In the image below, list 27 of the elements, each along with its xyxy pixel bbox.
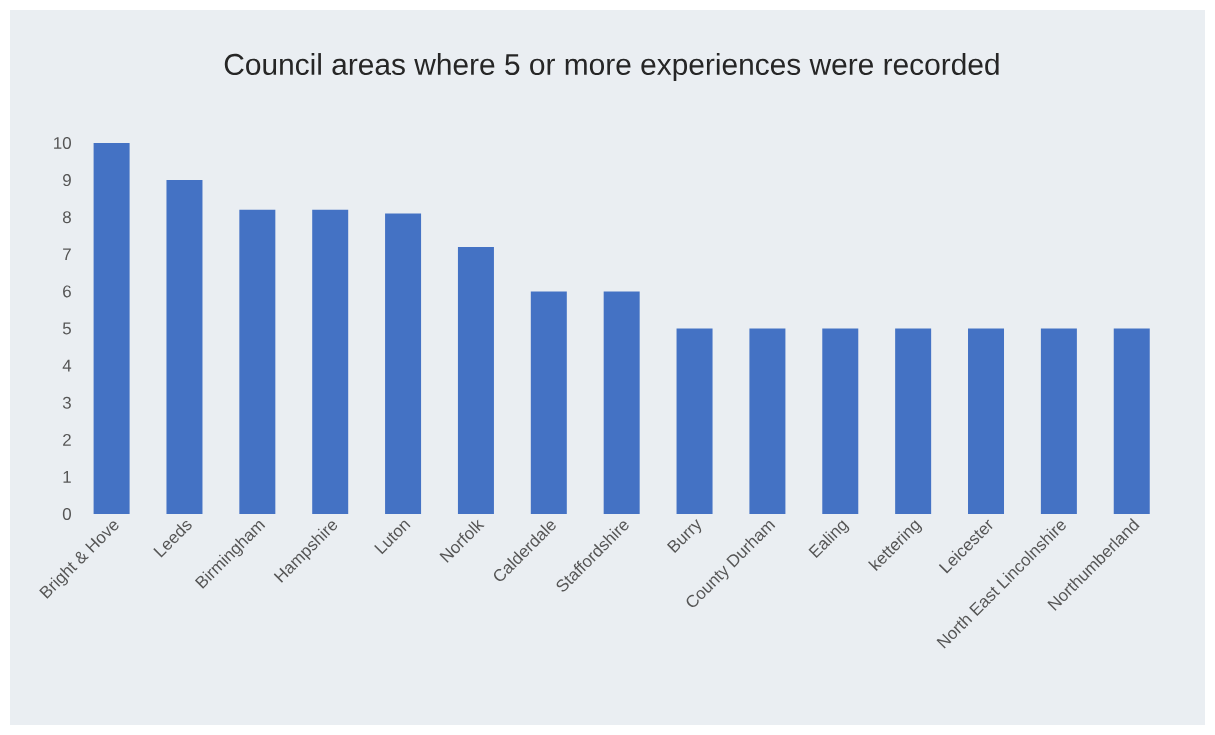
bar (603, 291, 640, 514)
y-tick-label: 10 (54, 137, 71, 149)
y-tick-label: 3 (62, 396, 71, 409)
bar (676, 328, 713, 514)
bar (457, 246, 494, 514)
bar (385, 213, 422, 514)
bar (822, 328, 859, 514)
bar (749, 328, 786, 514)
bar (166, 180, 203, 514)
bar (968, 328, 1005, 514)
bar (530, 291, 567, 514)
y-tick-label: 9 (63, 174, 71, 187)
chart-title: Council areas where 5 or more experiences were recorded (224, 53, 999, 81)
bar (1040, 328, 1077, 514)
y-tick-label: 1 (63, 471, 71, 483)
bar (93, 143, 130, 514)
y-tick-label: 7 (63, 248, 71, 261)
y-tick-label: 6 (63, 285, 71, 298)
y-tick-label: 8 (62, 211, 71, 224)
y-tick-label: 5 (62, 322, 71, 335)
bar (895, 328, 932, 514)
bar (239, 209, 276, 514)
y-tick-label: 0 (62, 508, 71, 520)
y-tick-label: 4 (62, 359, 72, 372)
y-tick-label: 2 (63, 433, 71, 446)
bar (312, 209, 349, 514)
bar (1113, 328, 1150, 514)
